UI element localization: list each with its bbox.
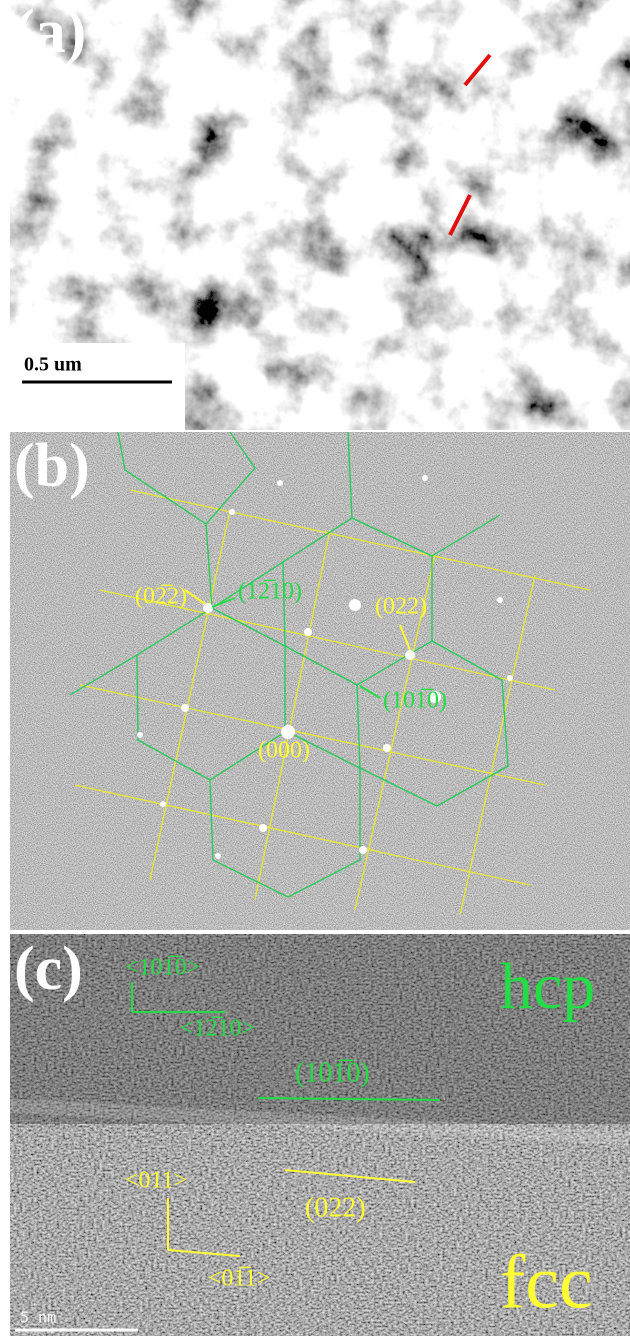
phase-label: fcc xyxy=(500,1240,593,1324)
diffraction xyxy=(10,432,630,930)
scale-label: 0.5 um xyxy=(24,354,82,376)
annotation: <011> xyxy=(125,1168,187,1194)
panel-label: (c) xyxy=(14,935,83,1003)
annotation: (101̅0) xyxy=(383,688,447,714)
annotation: (022) xyxy=(375,594,427,620)
phase-label: hcp xyxy=(500,950,595,1023)
annotation: <12̅10> xyxy=(180,1016,255,1042)
panel-label: (a) xyxy=(14,0,86,66)
panel-label: (b) xyxy=(14,432,90,500)
annotation: (022) xyxy=(305,1192,366,1223)
annotation: <01̅1> xyxy=(208,1266,270,1292)
annotation: <101̅0> xyxy=(125,955,200,981)
panel-c: <101̅0> <12̅10> (101̅0) hcp <011> (022) … xyxy=(10,934,630,1336)
panel-a: 0.5 um (a) xyxy=(10,0,630,430)
figure: 0.5 um (a) xyxy=(0,0,630,1336)
annotation: (12̅10) xyxy=(238,579,302,605)
annotation: (02̅2) xyxy=(135,584,187,610)
panel-b: (02̅2) (12̅10) (022) (101̅0) (000) (b) xyxy=(10,432,630,930)
annotation: (000) xyxy=(258,738,310,764)
annotation: (101̅0) xyxy=(295,1057,370,1088)
scale-label: 5 nm xyxy=(20,1309,56,1327)
